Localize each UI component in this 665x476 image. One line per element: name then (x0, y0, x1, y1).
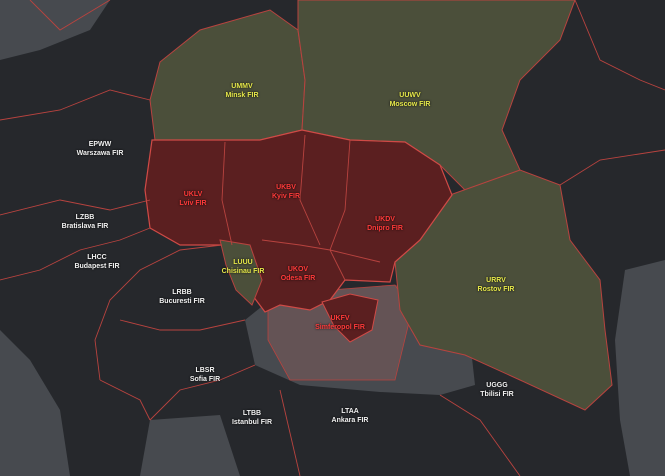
fir-label-ltbb[interactable]: LTBB Istanbul FIR (232, 409, 272, 427)
fir-code: LRBB (172, 289, 192, 296)
baltic-sea (0, 0, 110, 60)
adriatic-sea (0, 330, 70, 476)
region-moscow (297, 0, 576, 196)
fir-code: UUWV (399, 92, 421, 99)
fir-code: LBSR (195, 367, 215, 374)
region-chisinau (219, 239, 263, 306)
fir-name: Odesa FIR (280, 275, 316, 282)
fir-code: LZBB (75, 214, 95, 221)
fir-label-uuwv[interactable]: UUWV Moscow FIR (390, 91, 431, 109)
fir-label-lbsr[interactable]: LBSR Sofia FIR (190, 366, 220, 384)
fir-name: Warszawa FIR (76, 150, 124, 157)
fir-name: Istanbul FIR (231, 419, 273, 426)
fir-code: LUUU (233, 259, 253, 266)
aegean-sea (140, 415, 240, 476)
fir-name: Bratislava FIR (61, 223, 109, 230)
fir-label-ummv[interactable]: UMMV Minsk FIR (225, 82, 258, 100)
fir-label-uggg[interactable]: UGGG Tbilisi FIR (480, 381, 513, 399)
fir-code: UKBV (276, 184, 296, 191)
fir-code: URRV (486, 277, 506, 284)
region-rostov (394, 169, 613, 411)
fir-name: Simferopol FIR (315, 324, 365, 331)
fir-label-lrbb[interactable]: LRBB Bucuresti FIR (159, 288, 205, 306)
fir-code: UMMV (231, 83, 253, 90)
fir-label-epww[interactable]: EPWW Warszawa FIR (77, 140, 124, 158)
fir-name: Bucuresti FIR (159, 298, 205, 305)
fir-label-urrv[interactable]: URRV Rostov FIR (478, 276, 515, 294)
fir-code: LTAA (341, 408, 359, 415)
fir-code: LTBB (242, 410, 262, 417)
fir-name: Ankara FIR (331, 417, 369, 424)
fir-label-ukov[interactable]: UKOV Odesa FIR (281, 265, 316, 283)
fir-name: Dnipro FIR (367, 225, 403, 232)
caspian-sea (615, 260, 665, 476)
fir-label-uklv[interactable]: UKLV Lviv FIR (179, 190, 206, 208)
fir-name: Moscow FIR (389, 101, 431, 108)
fir-code: UKOV (287, 266, 309, 273)
fir-label-ltaa[interactable]: LTAA Ankara FIR (332, 407, 369, 425)
fir-name: Budapest FIR (74, 263, 120, 270)
fir-name: Kyiv FIR (271, 193, 301, 200)
fir-name: Tbilisi FIR (480, 391, 514, 398)
fir-code: UGGG (486, 382, 508, 389)
region-ukraine (144, 129, 453, 313)
fir-code: UKDV (375, 216, 395, 223)
fir-code: LHCC (87, 254, 107, 261)
region-crimea (321, 293, 379, 343)
fir-name: Chisinau FIR (221, 268, 265, 275)
fir-code: UKFV (330, 315, 350, 322)
fir-name: Minsk FIR (225, 92, 259, 99)
fir-label-lhcc[interactable]: LHCC Budapest FIR (74, 253, 119, 271)
fir-code: EPWW (88, 141, 112, 148)
fir-label-ukdv[interactable]: UKDV Dnipro FIR (367, 215, 403, 233)
fir-name: Lviv FIR (179, 200, 207, 207)
fir-label-luuu[interactable]: LUUU Chisinau FIR (222, 258, 265, 276)
fir-name: Rostov FIR (477, 286, 515, 293)
fir-label-ukbv[interactable]: UKBV Kyiv FIR (272, 183, 300, 201)
fir-label-ukfv[interactable]: UKFV Simferopol FIR (315, 314, 365, 332)
fir-label-lzbb[interactable]: LZBB Bratislava FIR (62, 213, 109, 231)
fir-name: Sofia FIR (189, 376, 221, 383)
fir-code: UKLV (183, 191, 203, 198)
